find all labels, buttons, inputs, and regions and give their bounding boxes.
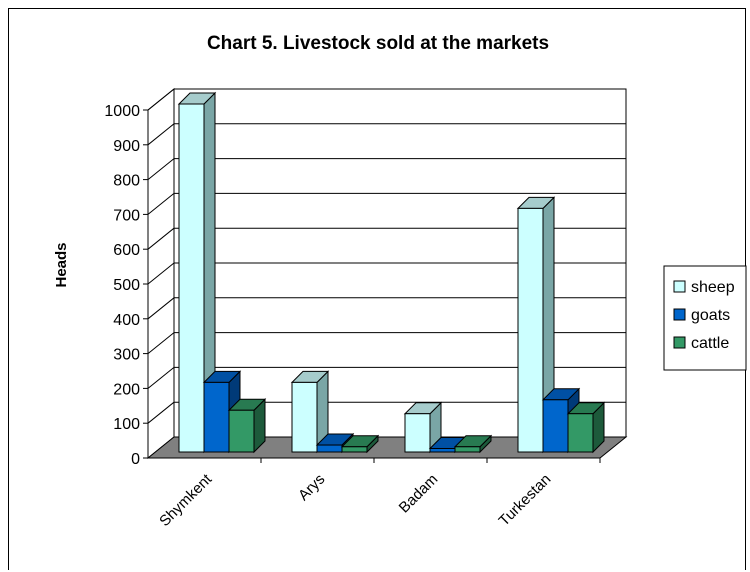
y-tick-label: 900 <box>113 138 140 155</box>
bar-front <box>567 413 594 453</box>
bar-front <box>316 444 343 453</box>
bar-sheep-shymkent <box>177 91 217 454</box>
bar-front <box>291 381 318 453</box>
bar-cattle-turkestan <box>566 401 606 454</box>
legend-swatch <box>673 308 686 321</box>
gridline-side <box>147 193 175 215</box>
y-tick-label: 1000 <box>104 103 140 120</box>
y-tick-label: 700 <box>113 207 140 224</box>
legend-swatch <box>673 336 686 349</box>
bar-front <box>228 409 255 453</box>
y-tick-label: 400 <box>113 312 140 329</box>
legend-swatch <box>673 280 686 293</box>
bar-front <box>404 413 431 453</box>
gridline-side <box>147 123 175 146</box>
y-tick-label: 200 <box>113 381 140 398</box>
plot-area: 0 100 200 300 400 500 600 700 800 900 1000 Shymkent… <box>104 87 628 530</box>
bar-front <box>517 207 544 453</box>
x-tick-label: Badam <box>396 471 442 517</box>
bar-sheep-arys <box>290 370 330 454</box>
bar-sheep-turkestan <box>516 196 556 454</box>
y-tick-label: 300 <box>113 347 140 364</box>
gridline-side <box>147 332 175 354</box>
chart-title: Chart 5. Livestock sold at the markets <box>207 33 549 54</box>
legend-label: sheep <box>691 279 735 296</box>
bar-front <box>203 381 230 453</box>
x-tick-label: Shymkent <box>156 470 216 530</box>
gridline-side <box>147 367 175 389</box>
y-axis-label: Heads <box>53 242 70 287</box>
gridline-side <box>147 227 175 250</box>
x-tick-label: Turkestan <box>496 471 555 530</box>
gridline-side <box>147 88 175 111</box>
bar-front <box>429 448 456 453</box>
y-tick-label: 800 <box>113 173 140 190</box>
y-tick-label: 0 <box>131 451 140 468</box>
bar-front <box>454 446 481 453</box>
bar-cattle-arys <box>340 434 380 454</box>
bar-front <box>341 446 368 453</box>
bar-front <box>542 399 569 453</box>
gridline-side <box>147 401 175 424</box>
y-tick-label: 500 <box>113 277 140 294</box>
legend: sheep goats cattle <box>663 265 747 371</box>
x-tick-label: Arys <box>295 471 328 504</box>
gridline-side <box>147 158 175 180</box>
bar-front <box>178 103 205 453</box>
gridline-side <box>147 297 175 320</box>
y-tick-label: 600 <box>113 242 140 259</box>
legend-label: cattle <box>691 335 729 352</box>
legend-label: goats <box>691 307 730 324</box>
bar-cattle-shymkent <box>227 398 267 454</box>
gridline-side <box>147 262 175 285</box>
y-tick-label: 100 <box>113 416 140 433</box>
bar-cattle-badam <box>453 434 493 454</box>
